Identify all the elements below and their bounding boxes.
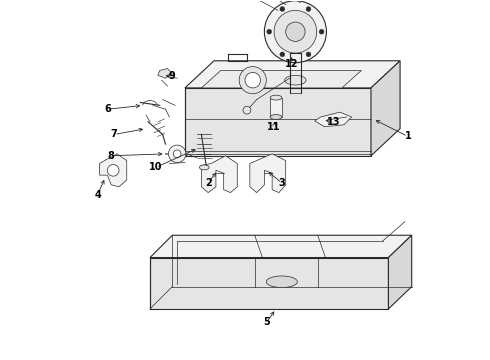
Polygon shape: [389, 235, 412, 309]
Text: 5: 5: [263, 318, 270, 328]
Polygon shape: [185, 88, 371, 156]
Ellipse shape: [285, 75, 306, 85]
Polygon shape: [201, 156, 237, 193]
Polygon shape: [201, 71, 361, 88]
Circle shape: [319, 29, 324, 34]
Ellipse shape: [267, 276, 297, 288]
Polygon shape: [250, 154, 286, 193]
Text: 7: 7: [111, 130, 118, 139]
Text: 1: 1: [404, 131, 411, 141]
Circle shape: [267, 29, 271, 34]
Circle shape: [274, 10, 317, 53]
Circle shape: [245, 72, 261, 88]
Polygon shape: [185, 61, 400, 88]
Circle shape: [173, 150, 181, 158]
Text: 10: 10: [149, 162, 163, 172]
Circle shape: [239, 67, 267, 94]
Ellipse shape: [270, 114, 282, 120]
Text: 6: 6: [104, 104, 111, 114]
Circle shape: [107, 165, 119, 176]
Circle shape: [280, 6, 285, 12]
Circle shape: [306, 6, 311, 12]
Text: 13: 13: [327, 117, 341, 127]
Text: 9: 9: [169, 71, 176, 81]
Text: 12: 12: [285, 59, 298, 69]
Text: 2: 2: [205, 178, 212, 188]
Text: 11: 11: [268, 122, 281, 132]
Circle shape: [169, 145, 186, 163]
Circle shape: [243, 106, 251, 114]
Text: 8: 8: [108, 151, 115, 161]
Text: 4: 4: [94, 189, 101, 199]
Ellipse shape: [199, 165, 209, 170]
Polygon shape: [150, 235, 412, 257]
Polygon shape: [315, 112, 352, 127]
Polygon shape: [270, 98, 282, 117]
Polygon shape: [371, 61, 400, 156]
Ellipse shape: [270, 95, 282, 100]
Text: 3: 3: [278, 178, 285, 188]
Polygon shape: [99, 154, 127, 187]
Polygon shape: [150, 257, 389, 309]
Polygon shape: [158, 68, 172, 78]
Circle shape: [265, 1, 326, 63]
Circle shape: [286, 22, 305, 41]
Circle shape: [306, 52, 311, 57]
Circle shape: [280, 52, 285, 57]
